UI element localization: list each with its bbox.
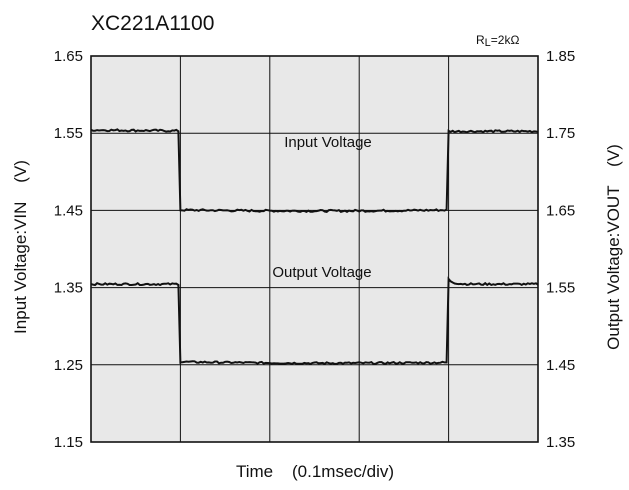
right-axis-ticks: 1.85 1.75 1.65 1.55 1.45 1.35 (546, 48, 575, 451)
plot-area (90, 55, 539, 443)
y-left-tick-label: 1.25 (54, 357, 83, 374)
series-input-voltage (90, 128, 539, 214)
y-right-tick-label: 1.85 (546, 48, 575, 65)
series-layer (90, 128, 539, 365)
x-axis-label: Time (0.1msec/div) (236, 462, 394, 481)
y-right-tick-label: 1.55 (546, 280, 575, 297)
load-condition-label: RL=2kΩ (476, 33, 519, 49)
annotation-output-voltage: Output Voltage (272, 264, 371, 281)
y-right-tick-label: 1.65 (546, 202, 575, 219)
y-left-tick-label: 1.35 (54, 280, 83, 297)
y-left-tick-label: 1.45 (54, 202, 83, 219)
y-axis-left-label: Input Voltage:VIN (V) (11, 160, 30, 334)
annotation-input-voltage: Input Voltage (284, 134, 372, 151)
y-right-tick-label: 1.75 (546, 125, 575, 142)
y-left-tick-label: 1.65 (54, 48, 83, 65)
y-right-tick-label: 1.35 (546, 434, 575, 451)
left-axis-ticks: 1.65 1.55 1.45 1.35 1.25 1.15 (54, 48, 83, 451)
y-axis-right-label: Output Voltage:VOUT (V) (604, 144, 623, 350)
y-left-tick-label: 1.15 (54, 434, 83, 451)
chart-title: XC221A1100 (91, 12, 214, 35)
grid-lines (91, 56, 538, 442)
series-output-voltage (90, 276, 539, 365)
y-right-tick-label: 1.45 (546, 357, 575, 374)
y-left-tick-label: 1.55 (54, 125, 83, 142)
